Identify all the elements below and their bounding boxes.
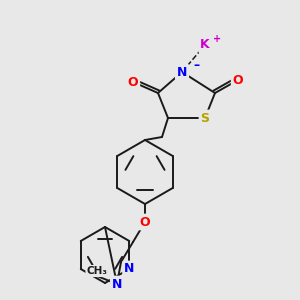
Text: O: O xyxy=(140,215,150,229)
Text: K: K xyxy=(200,38,210,52)
Text: CH₃: CH₃ xyxy=(86,266,107,276)
Text: +: + xyxy=(213,34,221,44)
Text: O: O xyxy=(128,76,138,88)
Text: –: – xyxy=(193,58,199,71)
Text: O: O xyxy=(233,74,243,86)
Text: S: S xyxy=(200,112,209,124)
Text: N: N xyxy=(124,262,134,275)
Text: N: N xyxy=(177,65,187,79)
Text: N: N xyxy=(112,278,122,290)
